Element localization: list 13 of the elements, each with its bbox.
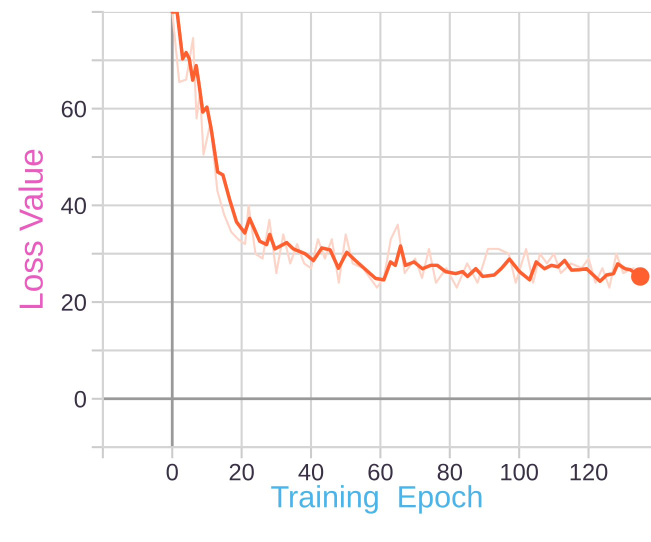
y-axis-title: Loss Value (18, 150, 43, 308)
x-tick-label: 80 (438, 464, 462, 480)
y-tick-label: 0 (74, 390, 86, 408)
x-tick-label: 20 (230, 464, 254, 480)
x-tick-label: 0 (166, 464, 178, 480)
y-tick-label: 40 (61, 197, 86, 214)
x-tick-label: 120 (570, 464, 608, 480)
x-axis-title: Training Epoch (271, 485, 482, 514)
x-tick-label: 60 (368, 464, 393, 480)
y-tick-label: 20 (62, 294, 86, 311)
y-tick-label: 60 (62, 100, 86, 118)
x-tick-label: 40 (298, 464, 324, 480)
x-tick-label: 100 (501, 464, 538, 480)
